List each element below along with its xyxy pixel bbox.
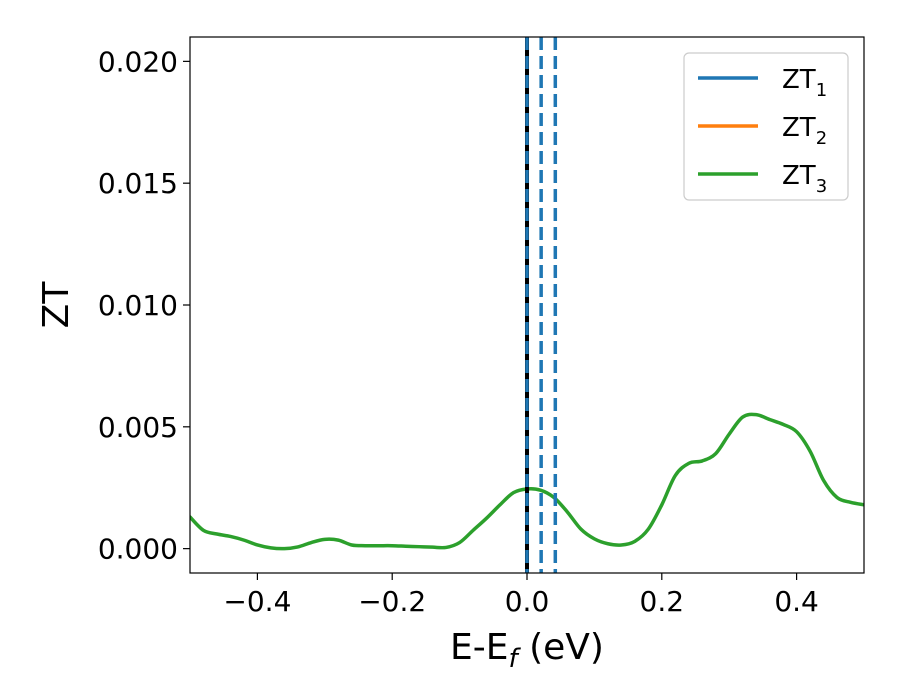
legend-label-2: ZT2 [782,113,827,149]
y-axis-title: ZT [36,281,77,329]
x-axis: −0.4 −0.2 0.0 0.2 0.4 [223,573,819,618]
y-axis: 0.000 0.005 0.010 0.015 0.020 [98,45,190,566]
x-tick-label: −0.2 [358,585,426,618]
x-tick-label: 0.4 [774,585,819,618]
y-tick-label: 0.015 [98,167,178,200]
legend-box [683,52,849,201]
legend: ZT1 ZT2 ZT3 [683,52,849,201]
y-tick-label: 0.000 [98,533,178,566]
legend-label-1: ZT1 [782,65,827,101]
x-tick-label: −0.4 [223,585,291,618]
x-tick-label: 0.2 [640,585,685,618]
y-tick-label: 0.005 [98,411,178,444]
x-axis-title: E-Ef (eV) [450,627,604,674]
x-tick-label: 0.0 [505,585,550,618]
legend-label-3: ZT3 [782,161,827,197]
y-tick-label: 0.010 [98,289,178,322]
reference-lines [525,37,558,573]
y-tick-label: 0.020 [98,45,178,78]
